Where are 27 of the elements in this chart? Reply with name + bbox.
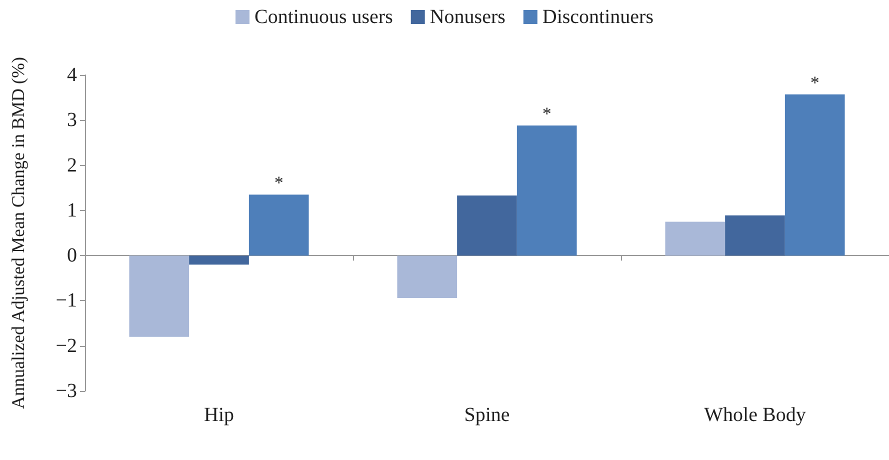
y-tick-label: 2 [67, 154, 77, 176]
legend-label: Continuous users [254, 6, 394, 28]
y-tick-label: 3 [67, 109, 77, 132]
x-tick-label: Whole Body [704, 404, 806, 426]
y-tick-label: −2 [56, 334, 77, 357]
x-tick-label: Spine [464, 404, 510, 426]
legend-label: Discontinuers [542, 6, 654, 28]
bar [457, 196, 517, 256]
annotation: * [810, 72, 820, 92]
y-tick-label: −3 [56, 380, 77, 402]
bar [248, 194, 309, 256]
bar [397, 256, 458, 298]
annotation: * [274, 172, 284, 193]
y-axis-title: Annualized Adjusted Mean Change in BMD (%) [8, 57, 28, 409]
bar [665, 222, 726, 256]
x-tick-label: Hip [204, 404, 234, 426]
bar [516, 126, 577, 256]
y-tick-label: 0 [67, 244, 77, 267]
legend-label: Nonusers [430, 6, 506, 28]
bar [129, 256, 190, 337]
y-tick-label: 4 [67, 64, 77, 86]
bar [725, 215, 785, 256]
y-tick-label: 1 [67, 199, 77, 222]
bar [784, 94, 845, 256]
bar [189, 256, 249, 265]
y-tick-label: −1 [56, 290, 77, 312]
annotation: * [542, 104, 552, 124]
